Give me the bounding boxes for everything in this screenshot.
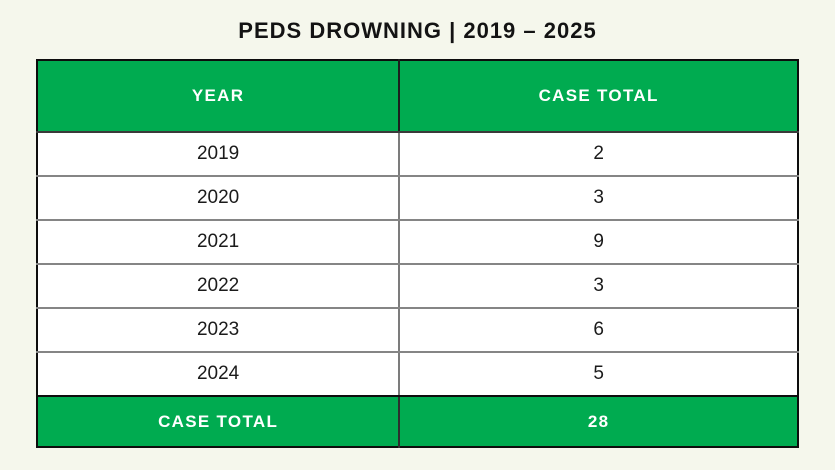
case-total-cell: 2 bbox=[398, 132, 798, 177]
case-total-cell: 6 bbox=[398, 308, 798, 353]
table-footer: CASE TOTAL 28 bbox=[37, 396, 798, 447]
table-footer-row: CASE TOTAL 28 bbox=[37, 396, 798, 447]
table-row: 2020 3 bbox=[37, 176, 798, 221]
table-row: 2024 5 bbox=[37, 352, 798, 397]
case-total-cell: 9 bbox=[398, 220, 798, 265]
footer-total-label: CASE TOTAL bbox=[37, 396, 400, 447]
year-cell: 2020 bbox=[37, 176, 400, 221]
case-total-cell: 3 bbox=[398, 264, 798, 309]
table-body: 2019 2 2020 3 2021 9 2022 3 2023 6 2024 … bbox=[37, 132, 798, 397]
footer-total-value: 28 bbox=[398, 396, 798, 447]
case-total-cell: 3 bbox=[398, 176, 798, 221]
year-cell: 2019 bbox=[37, 132, 400, 177]
table-row: 2022 3 bbox=[37, 264, 798, 309]
column-header-year: YEAR bbox=[37, 60, 400, 133]
table-header: YEAR CASE TOTAL bbox=[37, 60, 798, 133]
year-cell: 2024 bbox=[37, 352, 400, 397]
page-title: PEDS DROWNING | 2019 – 2025 bbox=[238, 18, 597, 43]
column-header-case-total: CASE TOTAL bbox=[398, 60, 798, 133]
case-total-cell: 5 bbox=[398, 352, 798, 397]
cases-table: YEAR CASE TOTAL 2019 2 2020 3 2021 9 202… bbox=[36, 59, 799, 448]
year-cell: 2023 bbox=[37, 308, 400, 353]
header-row: YEAR CASE TOTAL bbox=[37, 60, 798, 133]
table-row: 2023 6 bbox=[37, 308, 798, 353]
table-row: 2019 2 bbox=[37, 132, 798, 177]
year-cell: 2021 bbox=[37, 220, 400, 265]
year-cell: 2022 bbox=[37, 264, 400, 309]
table-row: 2021 9 bbox=[37, 220, 798, 265]
